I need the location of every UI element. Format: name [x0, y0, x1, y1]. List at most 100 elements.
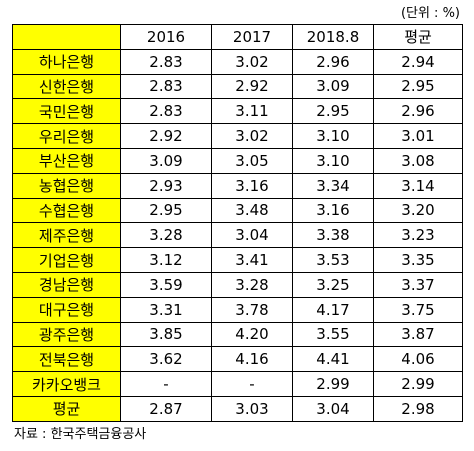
- table-row: 경남은행 3.59 3.28 3.25 3.37: [12, 271, 463, 298]
- cell: 3.20: [373, 197, 463, 224]
- table-row: 카카오뱅크 - -2.99 2.99: [12, 371, 463, 397]
- cell: 2.94: [373, 48, 463, 75]
- row-header: 제주은행: [12, 222, 121, 249]
- cell: 4.16: [211, 346, 293, 373]
- header-row: 2016 2017 2018.8 평균: [12, 24, 463, 50]
- cell: 3.85: [120, 321, 212, 348]
- cell: 3.03: [211, 395, 293, 422]
- cell: 2.99: [292, 371, 374, 397]
- cell: 3.16: [211, 172, 293, 199]
- cell: 2.98: [373, 395, 463, 422]
- cell: 3.59: [120, 271, 212, 298]
- cell: 3.25: [292, 271, 374, 298]
- cell: 3.28: [120, 222, 212, 249]
- cell: 4.41: [292, 346, 374, 373]
- rate-table: 2016 2017 2018.8 평균 하나은행 2.83 3.02 2.96 2.94 신한은행…: [12, 24, 463, 422]
- cell: 3.09: [120, 147, 212, 174]
- cell: 3.04: [292, 395, 374, 422]
- cell: -: [211, 371, 293, 397]
- column-header: 2016: [120, 24, 212, 50]
- table-row: 광주은행 3.85 4.20 3.55 3.87: [12, 321, 463, 348]
- cell: 3.14: [373, 172, 463, 199]
- table-row: 신한은행 2.83 2.92 3.09 2.95: [12, 73, 463, 100]
- row-header: 평균: [12, 395, 121, 422]
- table-row: 전북은행 3.62 4.16 4.41 4.06: [12, 346, 463, 373]
- row-header: 기업은행: [12, 247, 121, 273]
- cell: 3.02: [211, 48, 293, 75]
- cell: 3.28: [211, 271, 293, 298]
- row-header: 전북은행: [12, 346, 121, 373]
- table-row: 수협은행 2.95 3.48 3.16 3.20: [12, 197, 463, 224]
- cell: 3.04: [211, 222, 293, 249]
- corner-cell: [12, 24, 121, 50]
- cell: 3.37: [373, 271, 463, 298]
- cell: 3.87: [373, 321, 463, 348]
- cell: -: [120, 371, 212, 397]
- table-row: 농협은행 2.93 3.16 3.34 3.14: [12, 172, 463, 199]
- row-header: 대구은행: [12, 296, 121, 323]
- cell: 3.02: [211, 123, 293, 149]
- cell: 3.12: [120, 247, 212, 273]
- unit-label: (단위 : %): [400, 6, 460, 21]
- cell: 3.55: [292, 321, 374, 348]
- cell: 3.10: [292, 147, 374, 174]
- cell: 2.99: [373, 371, 463, 397]
- cell: 2.83: [120, 48, 212, 75]
- cell: 2.95: [292, 98, 374, 125]
- cell: 3.53: [292, 247, 374, 273]
- cell: 3.08: [373, 147, 463, 174]
- cell: 4.06: [373, 346, 463, 373]
- column-header: 평균: [373, 24, 463, 50]
- cell: 2.95: [120, 197, 212, 224]
- row-header: 경남은행: [12, 271, 121, 298]
- cell: 3.38: [292, 222, 374, 249]
- row-header: 농협은행: [12, 172, 121, 199]
- cell: 2.93: [120, 172, 212, 199]
- cell: 3.48: [211, 197, 293, 224]
- cell: 3.75: [373, 296, 463, 323]
- cell: 3.31: [120, 296, 212, 323]
- row-header: 광주은행: [12, 321, 121, 348]
- cell: 3.16: [292, 197, 374, 224]
- cell: 2.92: [211, 73, 293, 100]
- table-row: 제주은행 3.28 3.04 3.38 3.23: [12, 222, 463, 249]
- cell: 3.05: [211, 147, 293, 174]
- cell: 2.87: [120, 395, 212, 422]
- table-row: 대구은행 3.31 3.78 4.17 3.75: [12, 296, 463, 323]
- cell: 4.17: [292, 296, 374, 323]
- cell: 3.62: [120, 346, 212, 373]
- cell: 3.23: [373, 222, 463, 249]
- cell: 3.78: [211, 296, 293, 323]
- column-header: 2017: [211, 24, 293, 50]
- table-row: 평균 2.87 3.03 3.04 2.98: [12, 395, 463, 422]
- cell: 3.34: [292, 172, 374, 199]
- table-row: 부산은행 3.09 3.05 3.10 3.08: [12, 147, 463, 174]
- table-row: 기업은행 3.12 3.41 3.53 3.35: [12, 247, 463, 273]
- source-note: 자료 : 한국주택금융공사: [14, 427, 147, 442]
- table-row: 우리은행 2.92 3.02 3.10 3.01: [12, 123, 463, 149]
- column-header: 2018.8: [292, 24, 374, 50]
- row-header: 신한은행: [12, 73, 121, 100]
- cell: 3.11: [211, 98, 293, 125]
- table-row: 국민은행 2.83 3.11 2.95 2.96: [12, 98, 463, 125]
- row-header: 하나은행: [12, 48, 121, 75]
- cell: 2.95: [373, 73, 463, 100]
- cell: 3.09: [292, 73, 374, 100]
- cell: 3.10: [292, 123, 374, 149]
- table-row: 하나은행 2.83 3.02 2.96 2.94: [12, 48, 463, 75]
- cell: 2.96: [292, 48, 374, 75]
- cell: 3.41: [211, 247, 293, 273]
- cell: 4.20: [211, 321, 293, 348]
- cell: 3.01: [373, 123, 463, 149]
- row-header: 부산은행: [12, 147, 121, 174]
- cell: 3.35: [373, 247, 463, 273]
- cell: 2.83: [120, 98, 212, 125]
- cell: 2.83: [120, 73, 212, 100]
- row-header: 카카오뱅크: [12, 371, 121, 397]
- row-header: 국민은행: [12, 98, 121, 125]
- cell: 2.96: [373, 98, 463, 125]
- row-header: 우리은행: [12, 123, 121, 149]
- cell: 2.92: [120, 123, 212, 149]
- row-header: 수협은행: [12, 197, 121, 224]
